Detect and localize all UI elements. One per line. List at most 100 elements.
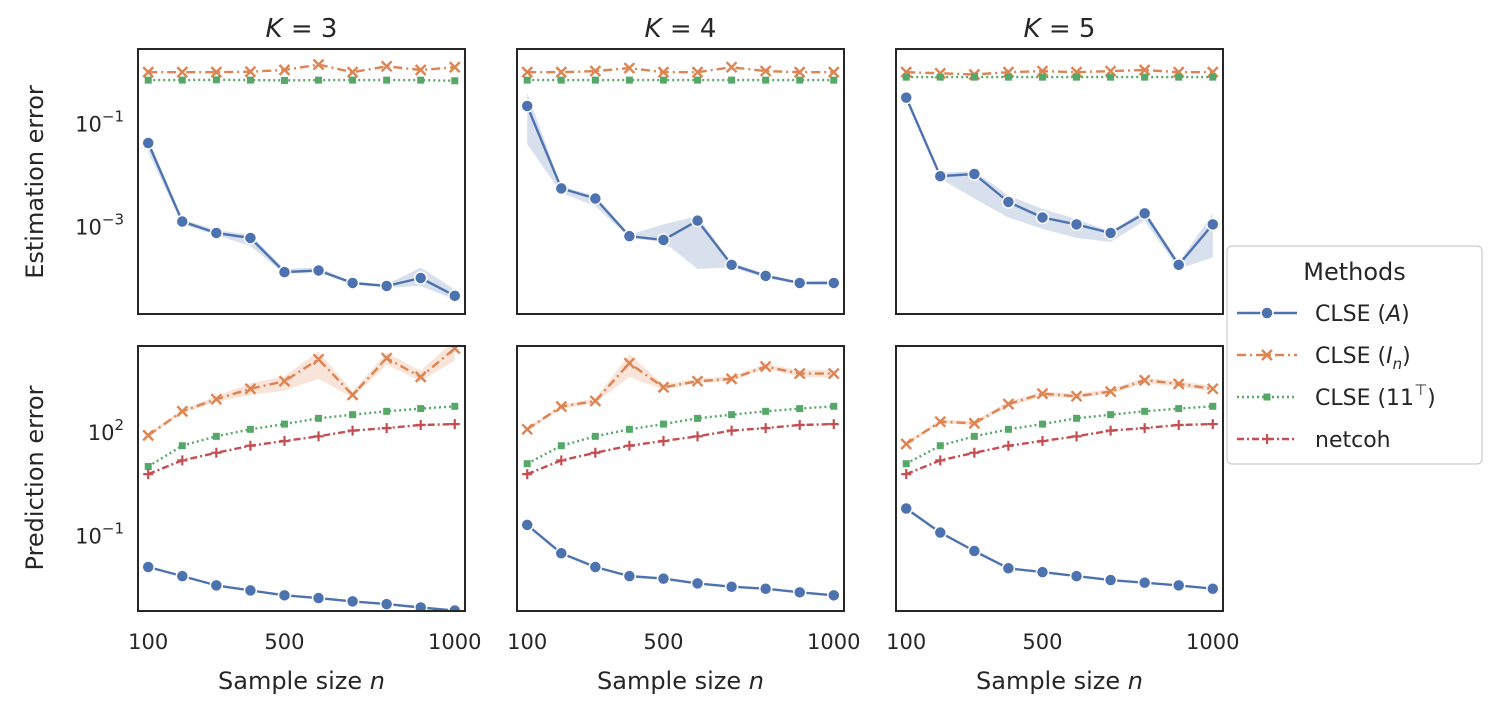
point-clse_11 [591,76,599,84]
panels-layer: K = 3 10−1 10−3 K = 4 K = 5 102 10−1 100 500 1000… [75,14,1239,695]
line-clse_in [905,379,1213,446]
plot-area [899,64,1220,272]
point-clse_a [899,90,913,105]
point-clse_11 [830,402,838,410]
point-clse_in [448,346,461,355]
point-clse_in [142,66,155,79]
point-clse_a [622,569,637,583]
band-clse_in [148,346,455,438]
x-tick-label: 500 [643,630,683,654]
point-clse_a [792,585,807,600]
point-clse_a [1103,226,1118,240]
point-clse_a [243,231,258,245]
point-clse_in [448,61,461,74]
point-clse_11 [1209,402,1217,410]
legend-marker [1261,349,1273,361]
y-tick-label: 10−1 [75,108,124,137]
point-clse_11 [1038,420,1046,428]
legend-entry-clse_11: CLSE (11⊤) [1237,381,1436,411]
point-clse_a [1001,561,1016,576]
line-clse_in [906,68,1213,76]
point-netcoh [556,455,567,466]
x-tick-label: 1000 [428,630,481,654]
panel-frame [895,48,1224,315]
point-clse_in [589,395,602,407]
point-clse_11 [1004,425,1012,433]
point-netcoh [279,435,290,446]
point-clse_in [968,417,981,430]
plot-area [520,61,841,290]
x-tick-label: 100 [886,630,926,654]
point-clse_a [141,136,155,150]
legend: Methods CLSE (A) CLSE (In) CLSE (11⊤) netcoh [1226,245,1483,465]
point-clse_in [244,382,257,395]
legend-marker [1260,306,1274,320]
point-clse_a [933,525,948,540]
point-clse_a [1171,258,1186,272]
point-clse_in [312,353,325,366]
point-clse_11 [902,460,910,468]
ylabel-estimation: Estimation error [21,85,49,279]
point-clse_a [413,600,428,611]
point-clse_a [379,279,394,293]
panel-frame [895,345,1224,612]
panel-frame [137,48,466,315]
point-clse_11 [659,76,667,84]
point-clse_a [656,571,671,586]
panel-title: K = 5 [1024,14,1096,44]
point-clse_11 [280,76,288,84]
panel-title: K = 4 [645,14,717,44]
point-clse_11 [144,462,152,470]
point-clse_in [380,352,393,365]
line-clse_11 [905,405,1213,465]
panel-1: K = 3 10−1 10−3 [75,14,466,315]
point-clse_in [657,381,670,394]
point-netcoh [828,419,839,430]
point-clse_11 [830,76,838,84]
point-clse_in [244,65,257,78]
x-tick-label: 500 [264,630,304,654]
point-clse_11 [523,460,531,468]
point-clse_11 [796,405,804,413]
line-clse_in [526,362,834,431]
point-clse_in [827,66,840,79]
panel-title: K = 3 [266,14,338,44]
panel-4: 102 10−1 100 500 1000 Sample size n [75,345,482,695]
x-tick-label: 500 [1022,630,1062,654]
point-clse_a [656,233,671,247]
legend-entry-clse_in: CLSE (In) [1237,344,1411,373]
point-clse_a [1069,569,1084,583]
legend-label: CLSE (In) [1315,344,1411,373]
point-netcoh [449,419,460,430]
point-clse_a [967,167,982,181]
line-clse_11 [148,78,455,82]
panel-frame [516,345,845,612]
point-clse_a [554,181,569,196]
point-clse_a [588,191,603,206]
point-clse_11 [212,76,220,84]
point-clse_11 [1107,411,1115,419]
legend-entry-netcoh: netcoh [1237,428,1391,453]
point-clse_a [933,169,948,183]
point-netcoh [1105,425,1116,436]
line-clse_a [147,142,456,297]
point-clse_a [1035,565,1050,579]
point-clse_11 [970,432,978,440]
point-clse_in [1138,64,1151,76]
point-clse_a [520,99,534,113]
point-clse_in [346,389,359,401]
point-netcoh [1173,420,1184,431]
point-clse_11 [591,432,599,440]
y-tick-label: 102 [88,416,124,445]
point-clse_a [899,501,913,516]
point-clse_in [793,367,806,380]
point-clse_in [414,64,427,76]
point-clse_a [345,276,360,290]
plot-area [141,58,462,303]
band-clse_in [906,377,1213,446]
point-clse_in [521,423,534,436]
point-clse_in [555,66,568,79]
point-clse_11 [728,76,736,84]
point-clse_in [934,415,947,428]
point-clse_11 [1175,405,1183,413]
